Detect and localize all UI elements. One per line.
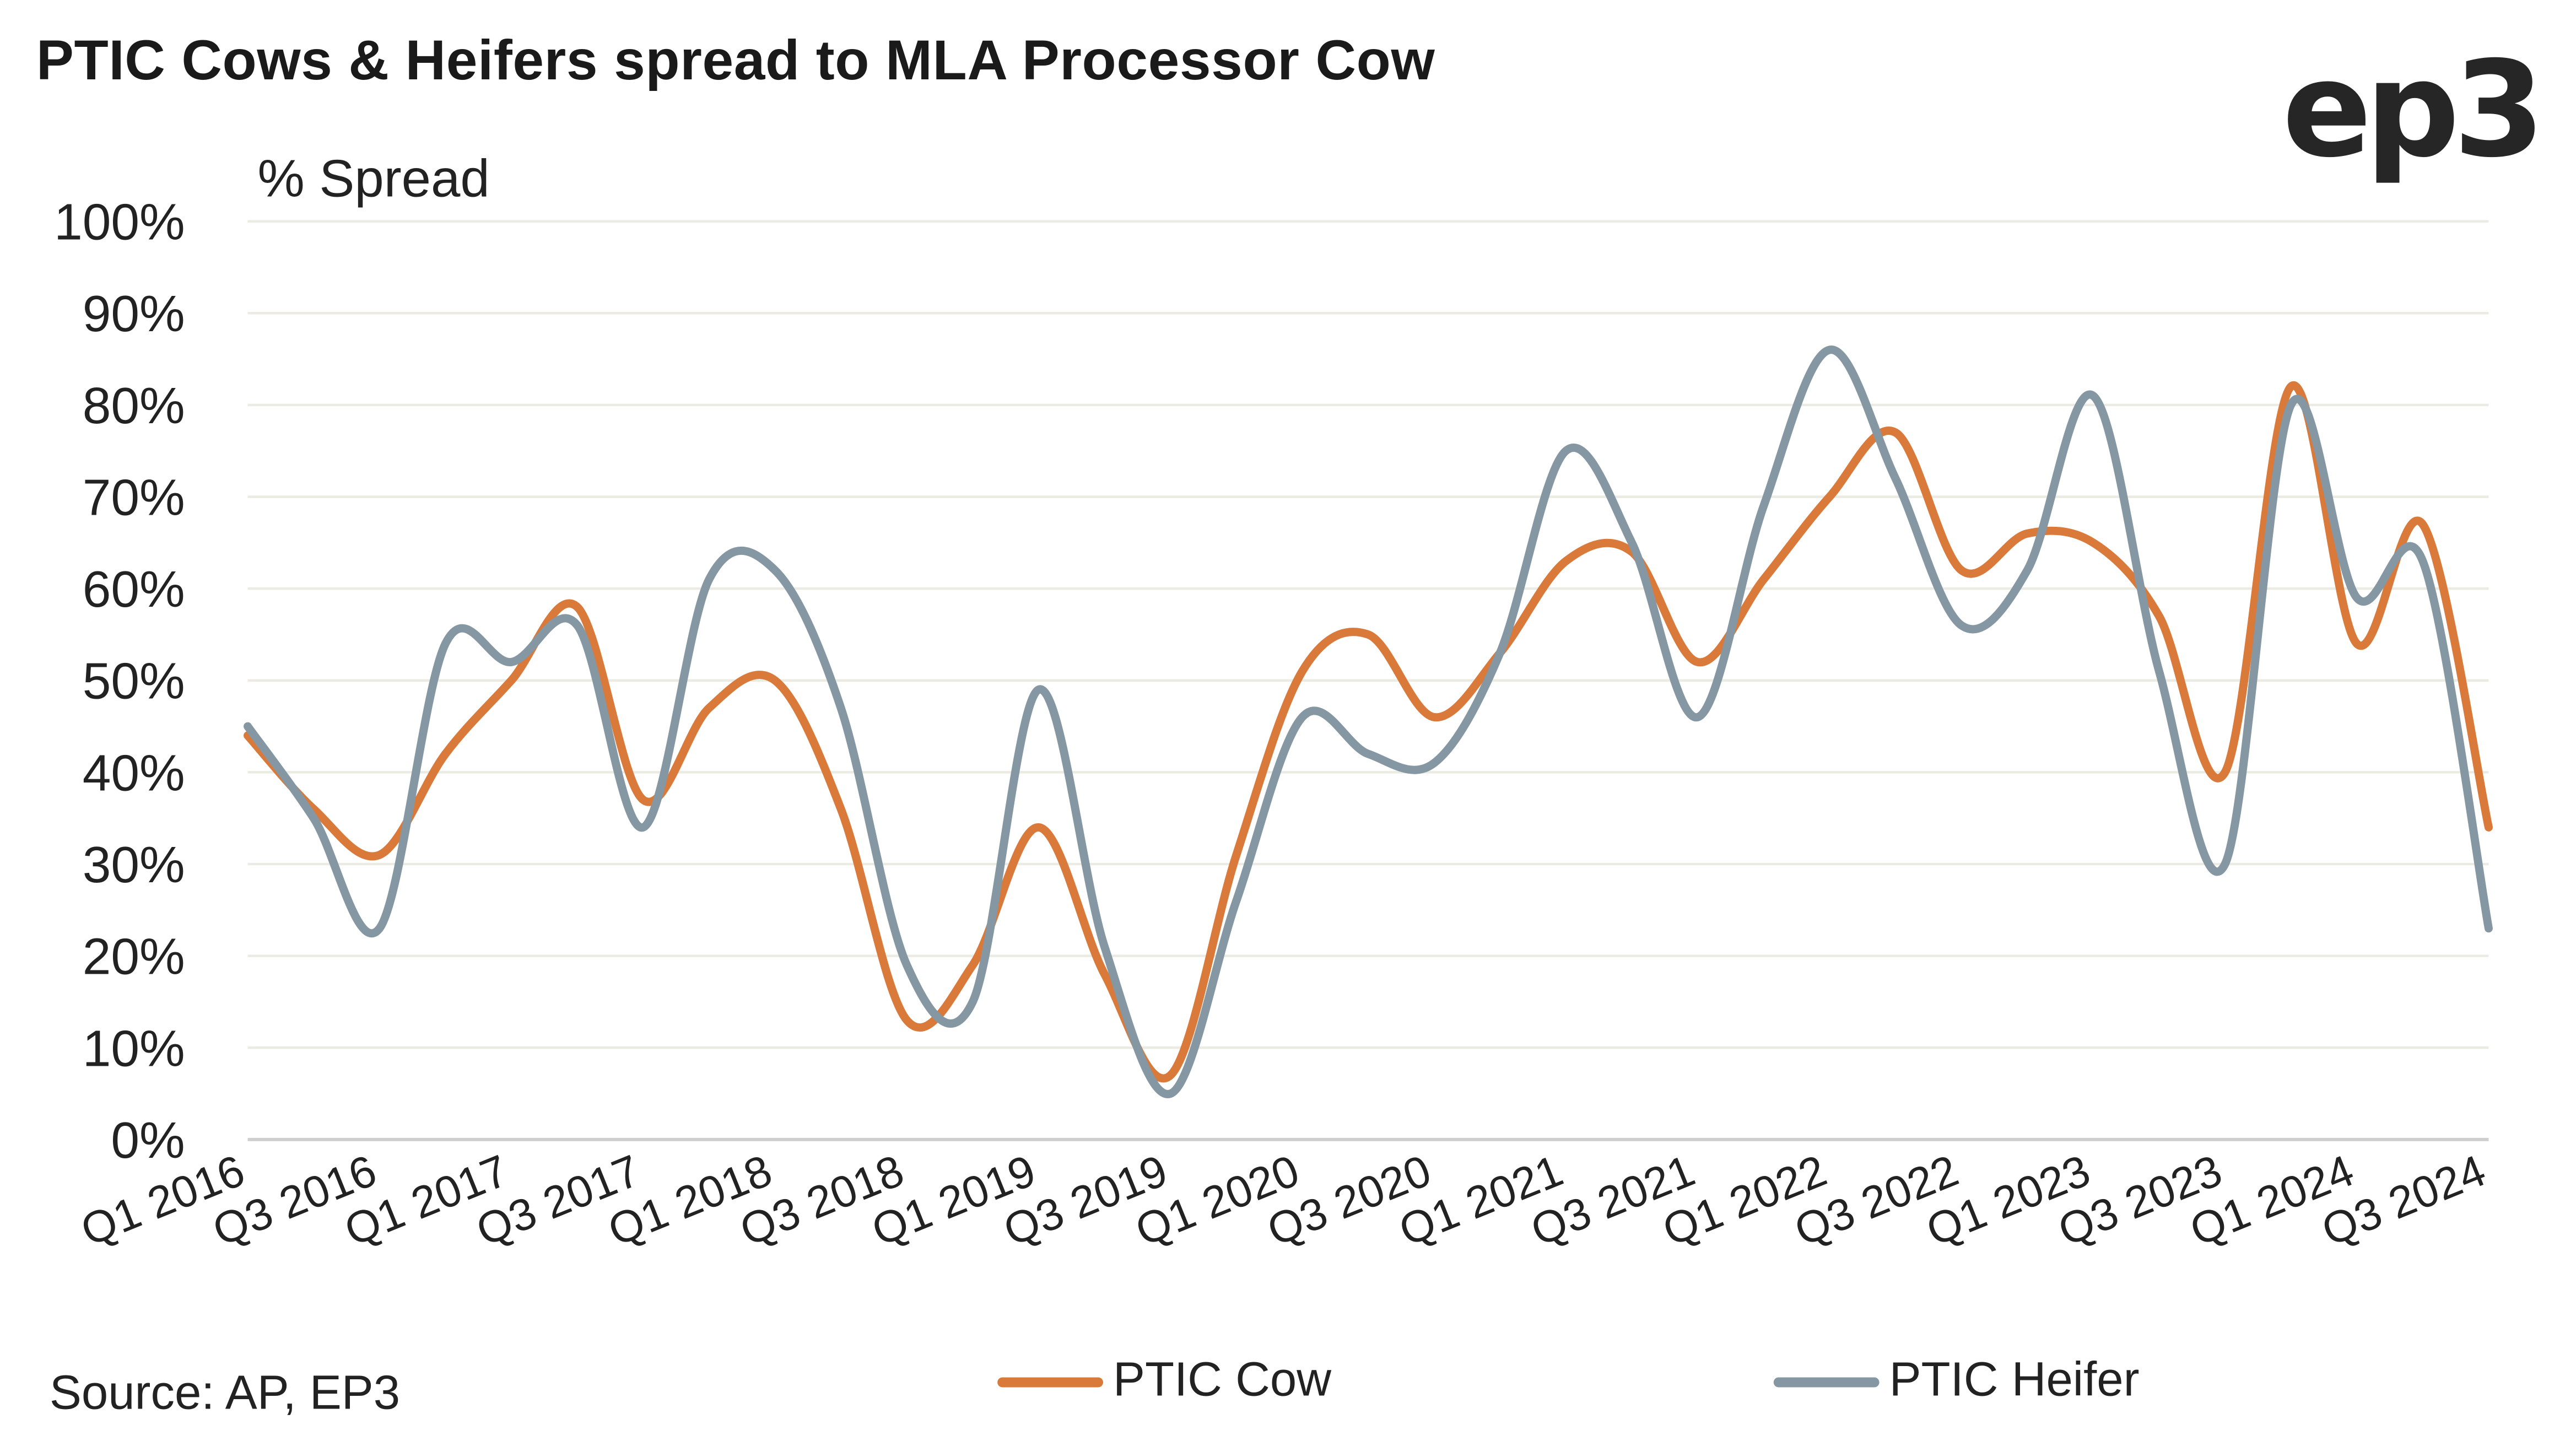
y-tick-label: 80%	[83, 377, 185, 434]
series-line-ptic-heifer	[244, 346, 2493, 1098]
y-tick-label: 10%	[83, 1019, 185, 1077]
y-tick-label: 40%	[83, 744, 185, 801]
legend-item-ptic-cow: PTIC Cow	[997, 1355, 1331, 1409]
y-tick-label: 20%	[83, 928, 185, 985]
y-tick-label: 90%	[83, 285, 185, 342]
legend-label: PTIC Cow	[1113, 1354, 1332, 1407]
y-tick-label: 60%	[83, 560, 185, 618]
y-tick-label: 50%	[83, 652, 185, 710]
legend-swatch	[997, 1376, 1103, 1386]
ep3-logo: ep3	[2282, 33, 2545, 187]
legend-item-ptic-heifer: PTIC Heifer	[1773, 1354, 2140, 1409]
y-tick-label: 0%	[111, 1111, 185, 1169]
legend-label: PTIC Heifer	[1889, 1354, 2140, 1407]
legend-swatch	[1773, 1376, 1880, 1386]
y-tick-label: 100%	[54, 193, 185, 251]
y-tick-label: 70%	[83, 468, 185, 526]
series-line-ptic-cow	[244, 381, 2493, 1083]
source-note: Source: AP, EP3	[49, 1367, 401, 1421]
y-axis-label: % Spread	[258, 149, 490, 208]
chart-title: PTIC Cows & Heifers spread to MLA Proces…	[36, 29, 1435, 93]
y-tick-label: 30%	[83, 836, 185, 893]
